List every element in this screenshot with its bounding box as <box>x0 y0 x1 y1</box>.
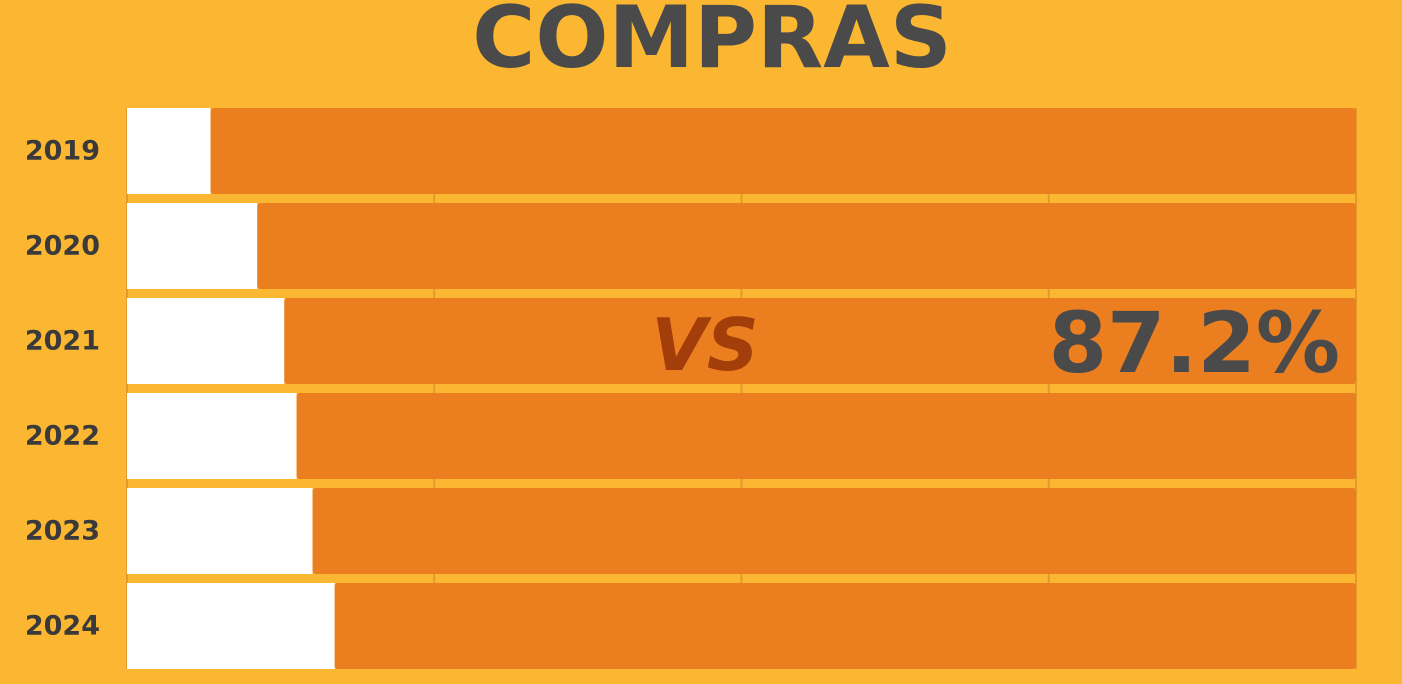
y-tick-label: 2024 <box>25 611 100 642</box>
y-tick-label: 2021 <box>25 326 100 357</box>
bar-segment <box>284 298 1356 384</box>
y-tick-label: 2022 <box>25 421 100 452</box>
bar-segment <box>312 488 1357 574</box>
bar-segment <box>127 108 211 194</box>
bar-segment <box>210 108 1356 194</box>
y-tick-label: 2020 <box>25 231 100 262</box>
bar-segment <box>127 583 335 669</box>
bar-segment <box>127 393 297 479</box>
y-tick-label: 2023 <box>25 516 100 547</box>
annotation: VS <box>651 303 759 387</box>
bar-segment <box>296 393 1356 479</box>
bar-segment <box>257 203 1357 289</box>
bar-segment <box>334 583 1356 669</box>
bar-segment <box>127 203 258 289</box>
y-tick-label: 2019 <box>25 136 100 167</box>
value-label: 87.2% <box>1049 294 1340 392</box>
chart-title: COMPRAS <box>472 0 952 88</box>
bar-segment <box>127 488 313 574</box>
bar-segment <box>127 298 285 384</box>
